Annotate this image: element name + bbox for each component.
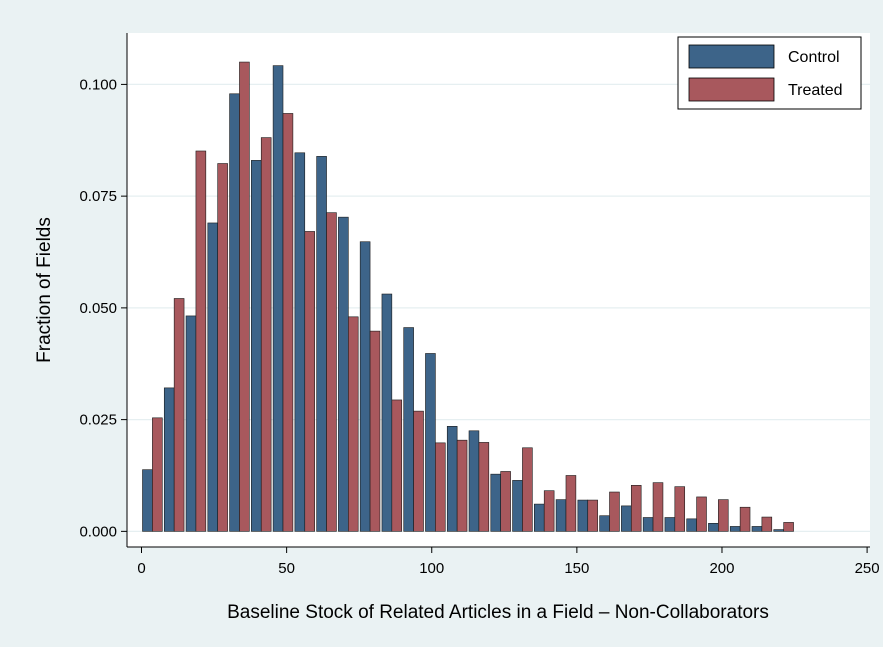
bar-control <box>338 216 349 532</box>
legend: Control Treated <box>677 36 862 110</box>
bar-control <box>512 480 523 532</box>
bar-treated <box>609 491 620 532</box>
bar-treated <box>217 163 228 532</box>
bar-control <box>316 156 327 532</box>
x-tick-label: 50 <box>278 560 295 577</box>
y-tick-label: 0.075 <box>79 188 117 205</box>
plot-area-background <box>127 33 870 547</box>
bar-control <box>185 315 197 532</box>
bar-control <box>163 387 175 532</box>
bar-control <box>272 65 284 532</box>
bar-treated <box>413 410 424 532</box>
bar-control <box>468 430 480 532</box>
bar-treated <box>304 231 315 532</box>
bar-control <box>642 517 654 532</box>
bar-treated <box>369 330 381 532</box>
bar-treated <box>326 212 337 532</box>
bar-control <box>555 499 567 532</box>
x-tick-label: 0 <box>137 560 145 577</box>
bar-control <box>251 160 262 532</box>
y-tick-label: 0.100 <box>79 76 117 93</box>
bar-treated <box>348 316 359 532</box>
bar-treated <box>674 486 686 532</box>
x-tick-label: 200 <box>709 560 734 577</box>
bar-treated <box>391 399 403 532</box>
bar-treated <box>718 499 729 532</box>
bar-treated <box>543 490 555 532</box>
legend-swatch-treated <box>688 77 775 102</box>
bar-control <box>490 473 501 532</box>
bar-treated <box>239 61 250 532</box>
bar-control <box>229 93 240 532</box>
x-tick-label: 100 <box>419 560 444 577</box>
bar-control <box>599 515 610 532</box>
bar-control <box>751 526 763 532</box>
bar-treated <box>761 516 773 532</box>
legend-label-treated: Treated <box>788 82 843 99</box>
bar-control <box>534 503 545 532</box>
bar-treated <box>696 496 707 532</box>
bar-control <box>664 517 676 532</box>
y-axis-title: Fraction of Fields <box>34 217 55 363</box>
bar-treated <box>260 137 272 532</box>
bar-control <box>381 293 393 532</box>
bar-control <box>708 523 719 532</box>
bar-control <box>294 152 306 532</box>
bar-treated <box>500 471 511 532</box>
x-tick-label: 150 <box>564 560 589 577</box>
bar-treated <box>195 150 207 532</box>
x-tick-label: 250 <box>855 560 880 577</box>
bar-treated <box>565 475 577 532</box>
legend-label-control: Control <box>788 49 840 66</box>
bar-treated <box>587 499 598 532</box>
bar-control <box>446 426 458 532</box>
y-tick-label: 0.025 <box>79 412 117 429</box>
bar-control <box>142 469 153 532</box>
bar-treated <box>152 417 163 532</box>
bar-treated <box>630 485 642 532</box>
bar-control <box>207 222 218 532</box>
bar-control <box>729 526 741 532</box>
bar-treated <box>739 506 751 532</box>
bars <box>142 61 794 532</box>
x-axis-title: Baseline Stock of Related Articles in a … <box>227 602 769 623</box>
bar-treated <box>522 447 533 532</box>
axis-ticks: 0.000 0.025 0.050 0.075 0.100 0 50 100 150 200 250 <box>79 76 879 577</box>
y-tick-label: 0.000 <box>79 523 117 540</box>
bar-control <box>773 529 784 532</box>
bar-treated <box>652 482 664 532</box>
bar-control <box>359 241 371 532</box>
bar-control <box>425 353 436 532</box>
bar-control <box>577 499 589 532</box>
bar-control <box>403 327 414 532</box>
legend-swatch-control <box>688 44 775 69</box>
bar-treated <box>783 522 794 532</box>
bar-control <box>621 505 632 532</box>
bar-treated <box>456 439 468 532</box>
bar-treated <box>282 113 294 532</box>
bar-treated <box>435 442 446 532</box>
bar-treated <box>478 442 490 532</box>
bar-treated <box>173 298 185 532</box>
y-tick-label: 0.050 <box>79 300 117 317</box>
bar-control <box>686 518 697 532</box>
